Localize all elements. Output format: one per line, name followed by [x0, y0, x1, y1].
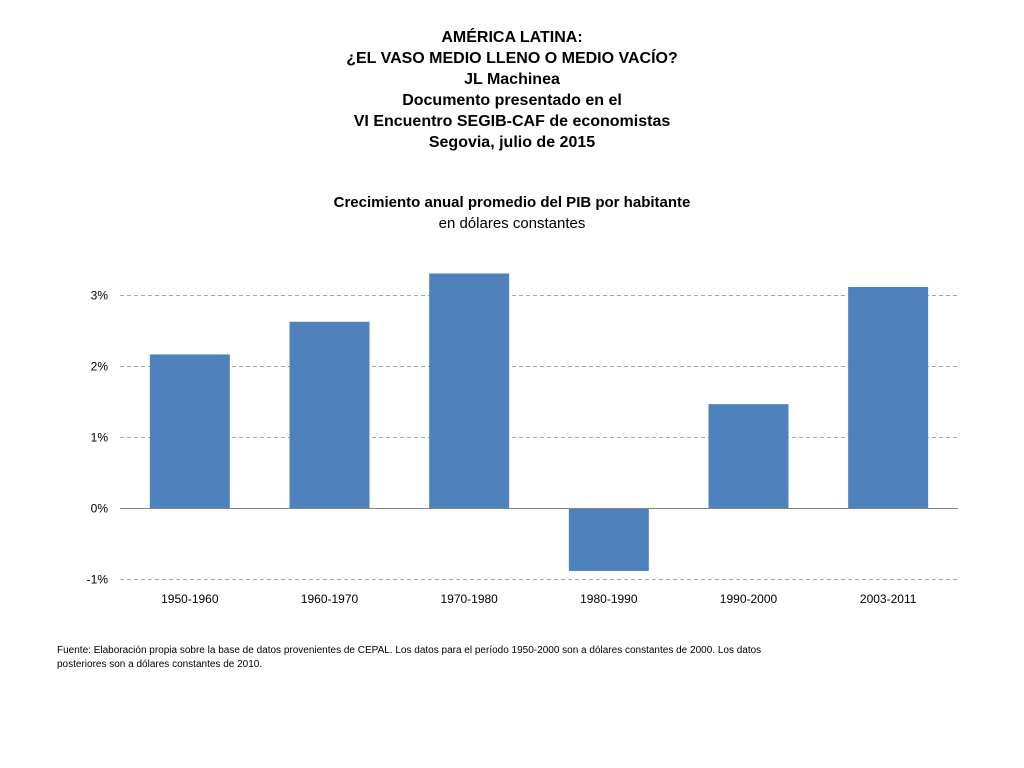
source-note: Fuente: Elaboración propia sobre la base… [57, 645, 762, 670]
chart-title: Crecimiento anual promedio del PIB por h… [333, 194, 691, 211]
bar [289, 321, 370, 509]
bar [568, 508, 649, 571]
x-tick-label: 1950-1960 [161, 592, 219, 606]
header-line-5: VI Encuentro SEGIB-CAF de economistas [353, 113, 671, 130]
header-line-4: Documento presentado en el [402, 92, 622, 109]
header-line-1: AMÉRICA LATINA: [441, 29, 583, 46]
x-tick-label: 2003-2011 [860, 592, 917, 606]
bar [149, 354, 230, 509]
y-tick-label: 1% [91, 431, 109, 445]
slide-header: AMÉRICA LATINA: ¿EL VASO MEDIO LLENO O M… [0, 27, 1024, 153]
chart-title-block: Crecimiento anual promedio del PIB por h… [0, 192, 1024, 234]
x-tick-label: 1980-1990 [580, 592, 638, 606]
chart-subtitle: en dólares constantes [438, 215, 586, 232]
bar [429, 273, 510, 509]
y-tick-label: 3% [91, 289, 109, 303]
bar [848, 286, 929, 509]
header-line-6: Segovia, julio de 2015 [428, 134, 596, 151]
header-line-3: JL Machinea [464, 71, 560, 88]
y-tick-label: 0% [91, 502, 109, 516]
y-tick-label: -1% [87, 573, 109, 587]
x-tick-label: 1990-2000 [720, 592, 778, 606]
x-tick-label: 1960-1970 [301, 592, 359, 606]
bar [708, 404, 789, 509]
x-tick-label: 1970-1980 [440, 592, 498, 606]
y-tick-label: 2% [91, 360, 109, 374]
header-line-2: ¿EL VASO MEDIO LLENO O MEDIO VACÍO? [346, 50, 678, 67]
